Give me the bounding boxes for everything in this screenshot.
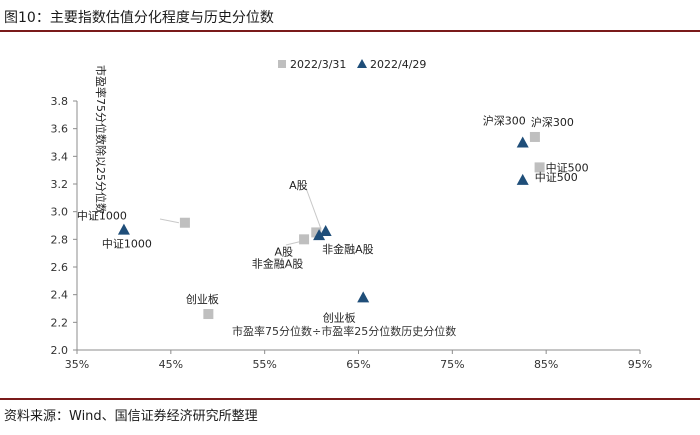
y-tick-label: 2.8 [51,233,69,246]
y-tick-label: 2.4 [51,289,69,302]
y-axis-label-text: 市盈率75分位数除以25分位数 [94,65,108,214]
x-tick-label: 45% [159,358,183,371]
data-label: 中证500 [535,171,578,184]
y-tick-label: 3.0 [51,206,69,219]
x-axis-label: 市盈率75分位数÷市盈率25分位数历史分位数 [232,324,456,338]
y-tick-label: 3.4 [51,150,69,163]
legend-square-marker [278,60,286,68]
data-labels: 中证1000A股非金融A股创业板沪深300中证500中证1000A股非金融A股创… [77,114,589,325]
y-tick-label: 3.8 [51,95,69,108]
label-leader-lines [159,187,322,246]
y-tick-label: 3.6 [51,123,69,136]
data-label: 中证1000 [77,210,127,223]
data-label: A股 [275,245,294,258]
chart-legend: 2022/3/31 2022/4/29 [278,58,426,71]
x-tick-label: 55% [252,358,276,371]
y-tick-label: 3.2 [51,178,69,191]
y-axis-ticks: 2.0 2.2 2.4 2.6 2.8 3.0 3.2 3.4 3.6 3.8 [51,95,77,357]
scatter-chart: 2.0 2.2 2.4 2.6 2.8 3.0 3.2 3.4 3.6 3.8 35% 45% 55%… [51,58,653,371]
data-label: 创业板 [323,310,356,324]
data-label: 创业板 [186,292,219,306]
y-axis-label: 市盈率75分位数除以25分位数 [94,65,108,214]
x-tick-label: 75% [440,358,464,371]
square-marker [311,227,322,238]
x-tick-label: 95% [628,358,652,371]
square-marker [179,217,190,228]
triangle-marker [516,136,529,148]
triangle-marker [117,223,130,235]
x-tick-label: 35% [65,358,89,371]
x-tick-label: 85% [534,358,558,371]
figure-title: 图10：主要指数估值分化程度与历史分位数 [4,10,274,26]
square-marker [203,309,214,320]
data-label: 沪深300 [531,115,574,129]
leader-line [159,218,180,224]
triangle-marker [319,225,332,237]
data-label: A股 [289,179,308,192]
leader-line [285,240,302,246]
data-label: 非金融A股 [322,242,374,256]
triangle-marker [357,291,370,303]
legend-triangle-marker [357,59,367,68]
data-label: 中证1000 [102,238,152,251]
leader-line [305,187,322,230]
square-marker [299,234,310,245]
square-marker [534,162,545,173]
x-axis-ticks: 35% 45% 55% 65% 75% 85% 95% [65,350,652,371]
data-label: 沪深300 [483,114,526,128]
y-tick-label: 2.2 [51,316,69,329]
data-label: 中证500 [546,161,589,174]
source-rule [0,398,700,400]
data-markers [117,131,545,320]
title-rule [0,30,700,32]
y-tick-label: 2.6 [51,261,69,274]
legend-label: 2022/4/29 [370,58,426,71]
triangle-marker [516,173,529,185]
square-marker [529,131,540,142]
y-tick-label: 2.0 [51,344,69,357]
triangle-marker [313,229,326,241]
data-label: 非金融A股 [252,256,304,270]
source-note: 资料来源：Wind、国信证券经济研究所整理 [4,409,258,424]
x-tick-label: 65% [346,358,370,371]
legend-label: 2022/3/31 [290,58,346,71]
